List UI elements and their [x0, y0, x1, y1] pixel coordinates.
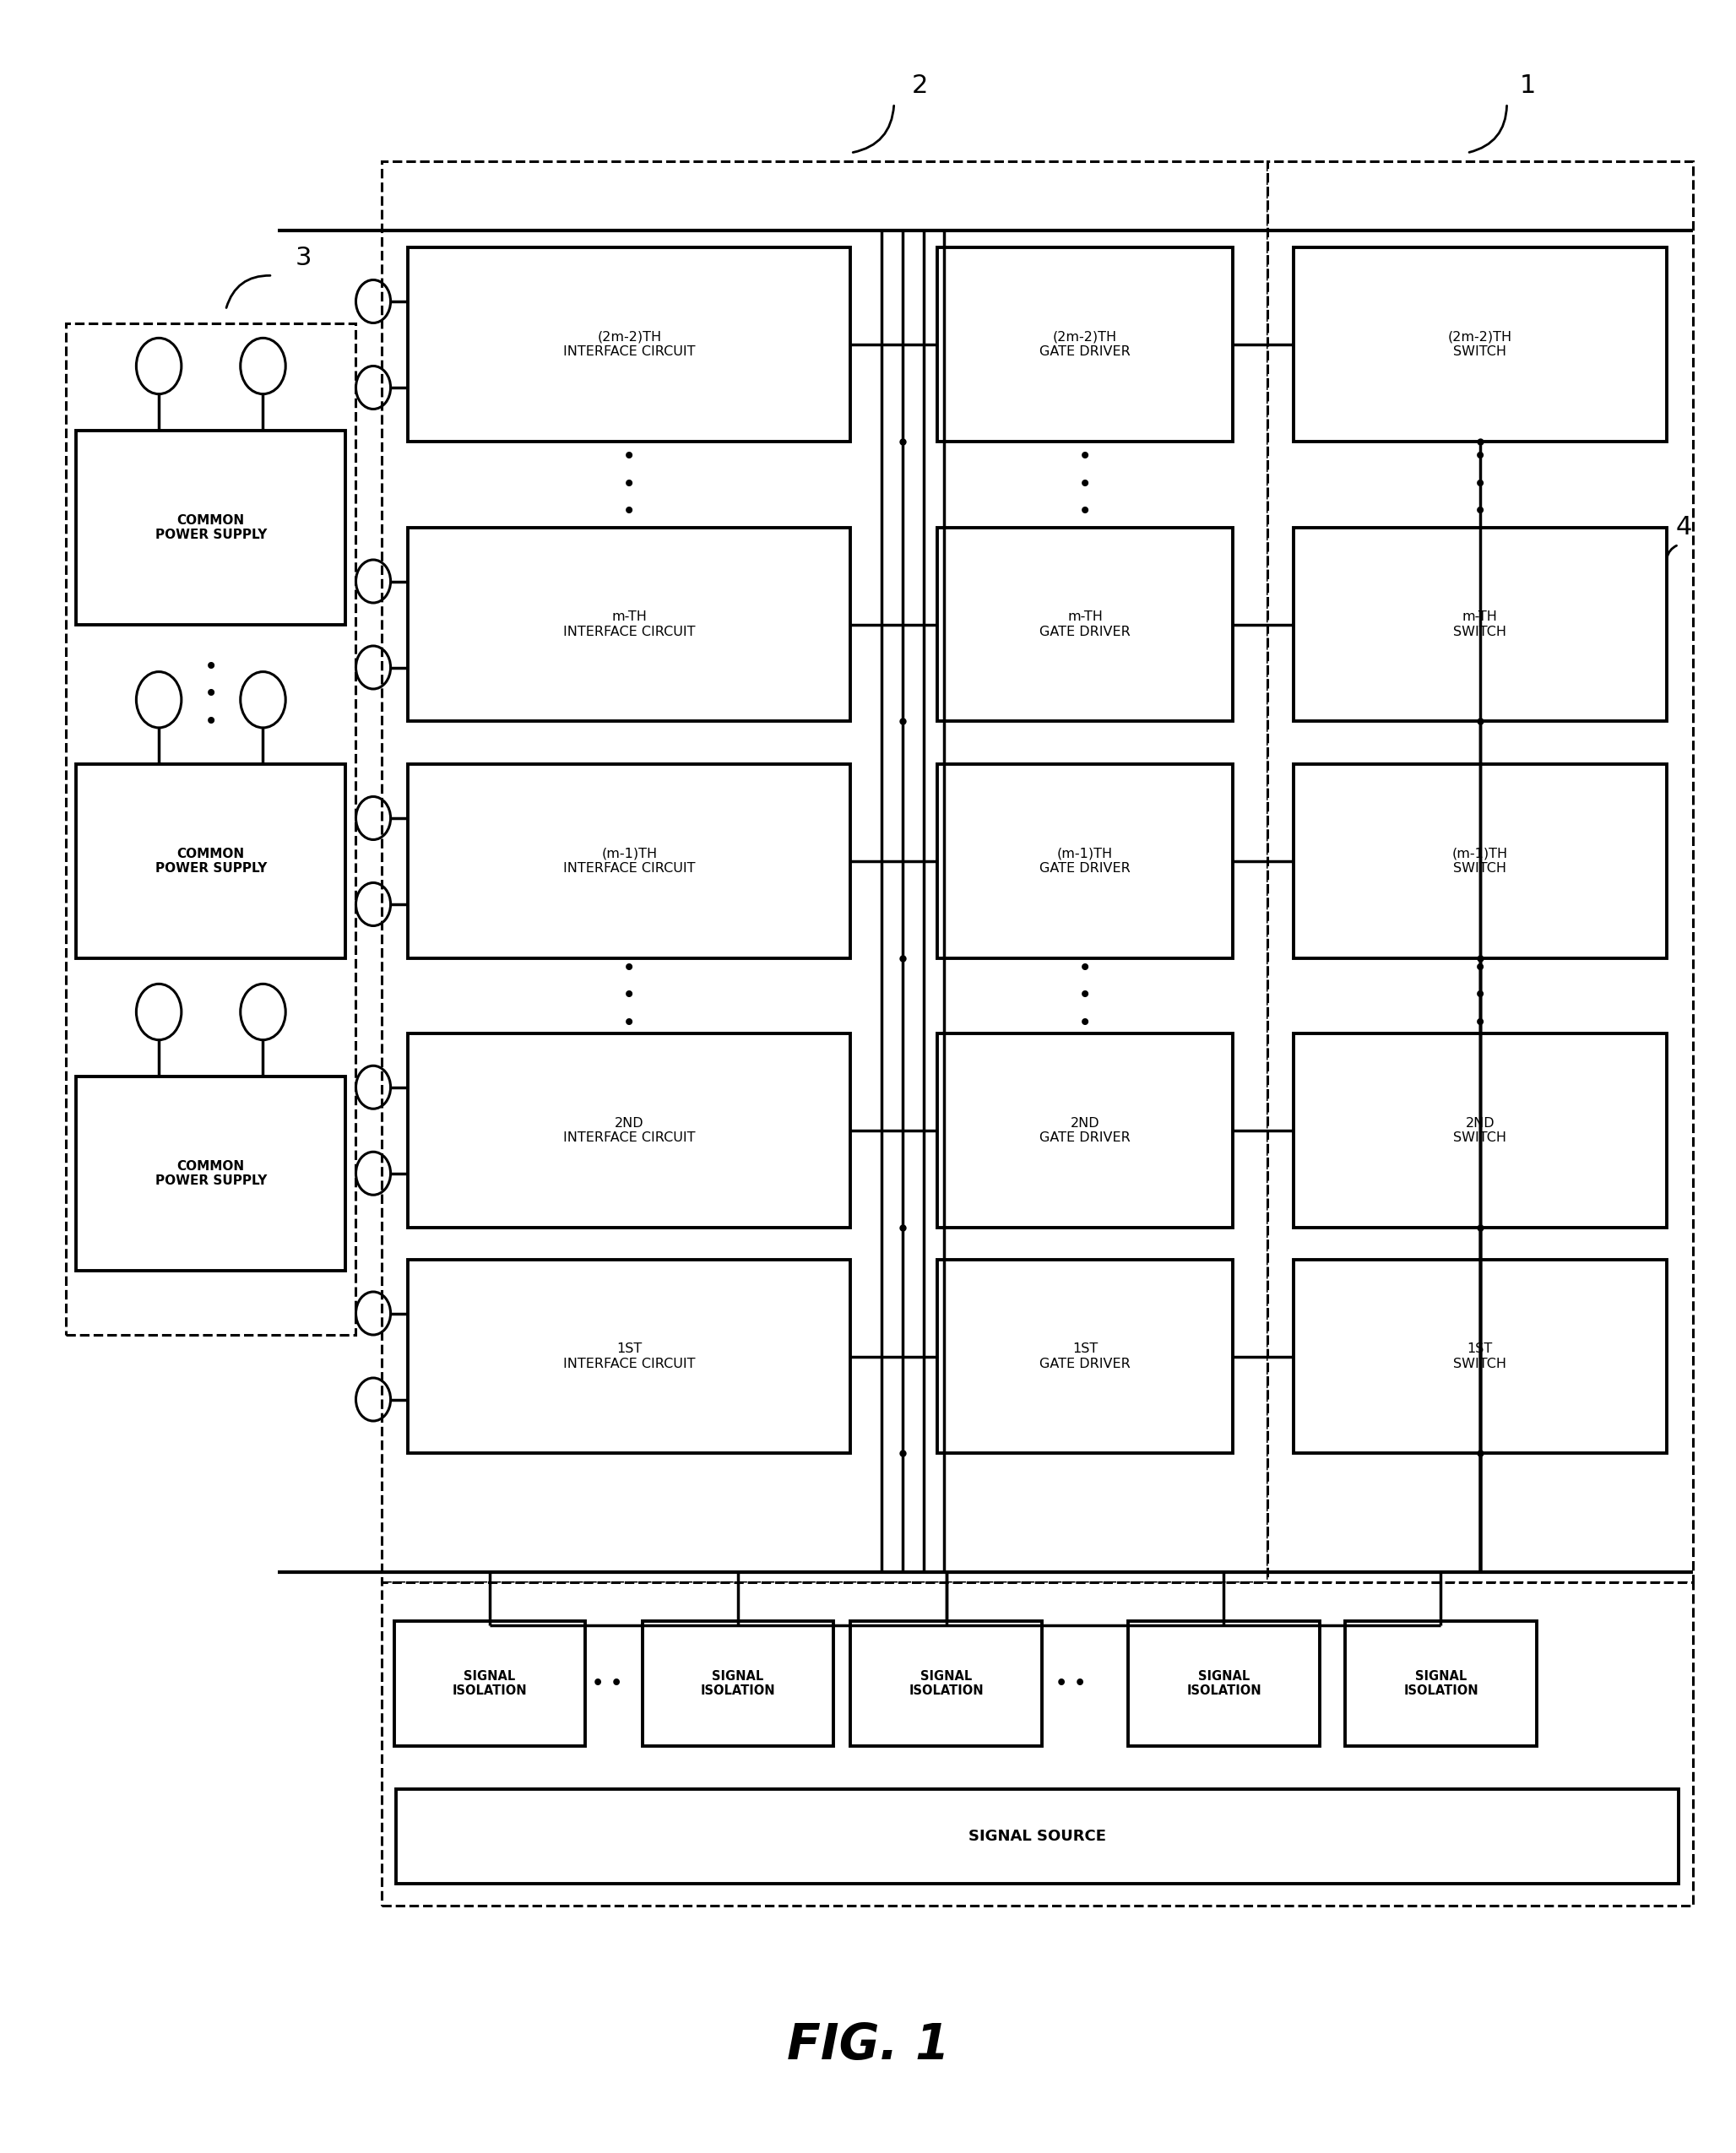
Text: (m-1)TH
INTERFACE CIRCUIT: (m-1)TH INTERFACE CIRCUIT — [562, 848, 696, 874]
Bar — [66, 323, 356, 1335]
Text: 2ND
INTERFACE CIRCUIT: 2ND INTERFACE CIRCUIT — [562, 1117, 696, 1143]
Text: 4: 4 — [1675, 515, 1693, 540]
Text: •
•
•: • • • — [623, 446, 635, 523]
Text: •
•
•: • • • — [1474, 446, 1486, 523]
Text: 1ST
SWITCH: 1ST SWITCH — [1453, 1343, 1507, 1369]
Bar — [937, 764, 1233, 958]
Bar — [1267, 161, 1693, 1582]
Bar — [1293, 1260, 1667, 1453]
Text: FIG. 1: FIG. 1 — [786, 2022, 950, 2069]
Bar — [394, 1621, 585, 1746]
Bar — [1293, 248, 1667, 441]
Bar — [76, 764, 345, 958]
Bar — [937, 1260, 1233, 1453]
Text: SIGNAL SOURCE: SIGNAL SOURCE — [969, 1828, 1106, 1845]
Text: SIGNAL
ISOLATION: SIGNAL ISOLATION — [700, 1671, 776, 1697]
Bar — [396, 1789, 1679, 1884]
Text: 2ND
SWITCH: 2ND SWITCH — [1453, 1117, 1507, 1143]
Text: (2m-2)TH
GATE DRIVER: (2m-2)TH GATE DRIVER — [1040, 332, 1130, 357]
Bar — [642, 1621, 833, 1746]
Text: (2m-2)TH
INTERFACE CIRCUIT: (2m-2)TH INTERFACE CIRCUIT — [562, 332, 696, 357]
Text: • •: • • — [1055, 1675, 1087, 1692]
Text: •
•
•: • • • — [1474, 956, 1486, 1036]
Text: (m-1)TH
SWITCH: (m-1)TH SWITCH — [1451, 848, 1509, 874]
Bar — [1293, 527, 1667, 721]
Bar — [408, 764, 851, 958]
Bar — [851, 1621, 1042, 1746]
Bar — [937, 1033, 1233, 1227]
Bar — [1128, 1621, 1319, 1746]
Bar — [1345, 1621, 1536, 1746]
Text: SIGNAL
ISOLATION: SIGNAL ISOLATION — [1403, 1671, 1479, 1697]
Bar — [76, 431, 345, 624]
Text: SIGNAL
ISOLATION: SIGNAL ISOLATION — [908, 1671, 984, 1697]
Text: COMMON
POWER SUPPLY: COMMON POWER SUPPLY — [155, 1160, 267, 1186]
Text: 3: 3 — [295, 245, 312, 271]
Bar — [76, 1076, 345, 1270]
Text: •
•
•: • • • — [1078, 446, 1092, 523]
Text: (2m-2)TH
SWITCH: (2m-2)TH SWITCH — [1448, 332, 1512, 357]
Text: • •: • • — [592, 1675, 623, 1692]
Text: •
•
•: • • • — [1078, 956, 1092, 1036]
Text: SIGNAL
ISOLATION: SIGNAL ISOLATION — [451, 1671, 528, 1697]
Text: 1ST
GATE DRIVER: 1ST GATE DRIVER — [1040, 1343, 1130, 1369]
Bar — [408, 248, 851, 441]
Text: m-TH
GATE DRIVER: m-TH GATE DRIVER — [1040, 611, 1130, 637]
Bar — [408, 1033, 851, 1227]
Bar — [408, 527, 851, 721]
Bar — [382, 161, 1267, 1582]
Text: 1: 1 — [1519, 73, 1536, 99]
Bar — [937, 248, 1233, 441]
Text: SIGNAL
ISOLATION: SIGNAL ISOLATION — [1186, 1671, 1262, 1697]
Text: •
•
•: • • • — [623, 956, 635, 1036]
Bar — [382, 1582, 1693, 1905]
Text: COMMON
POWER SUPPLY: COMMON POWER SUPPLY — [155, 848, 267, 874]
Text: 2ND
GATE DRIVER: 2ND GATE DRIVER — [1040, 1117, 1130, 1143]
Bar — [1293, 1033, 1667, 1227]
Text: •
•
•: • • • — [205, 655, 217, 734]
Text: COMMON
POWER SUPPLY: COMMON POWER SUPPLY — [155, 515, 267, 540]
Bar — [937, 527, 1233, 721]
Bar — [1293, 764, 1667, 958]
Text: 1ST
INTERFACE CIRCUIT: 1ST INTERFACE CIRCUIT — [562, 1343, 696, 1369]
Text: m-TH
INTERFACE CIRCUIT: m-TH INTERFACE CIRCUIT — [562, 611, 696, 637]
Text: (m-1)TH
GATE DRIVER: (m-1)TH GATE DRIVER — [1040, 848, 1130, 874]
Text: m-TH
SWITCH: m-TH SWITCH — [1453, 611, 1507, 637]
Bar — [408, 1260, 851, 1453]
Text: 2: 2 — [911, 73, 929, 99]
